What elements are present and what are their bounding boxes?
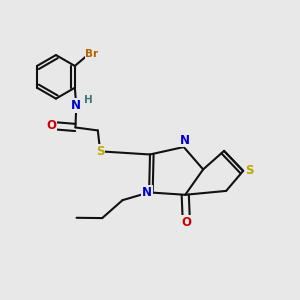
Text: O: O (181, 216, 191, 229)
Text: N: N (180, 134, 190, 147)
Text: S: S (245, 164, 254, 177)
Text: O: O (46, 119, 56, 133)
Text: H: H (84, 95, 93, 105)
Text: S: S (96, 145, 104, 158)
Text: N: N (71, 99, 81, 112)
Text: N: N (142, 186, 152, 199)
Text: Br: Br (85, 49, 98, 59)
